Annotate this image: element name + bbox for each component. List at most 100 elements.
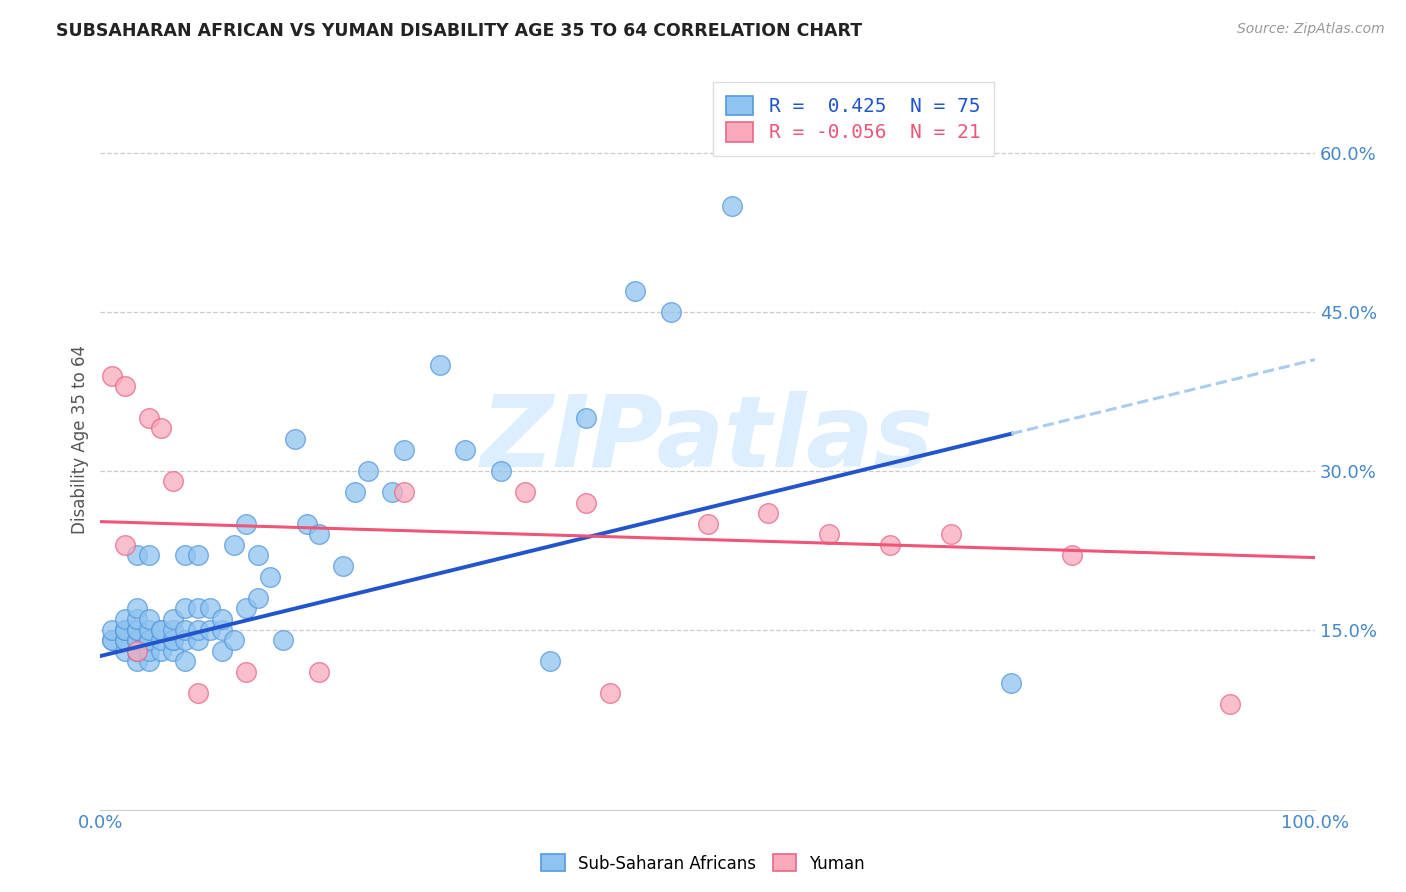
Point <box>150 644 173 658</box>
Point <box>138 612 160 626</box>
Point <box>1219 697 1241 711</box>
Point <box>174 601 197 615</box>
Point <box>162 623 184 637</box>
Point <box>599 686 621 700</box>
Point <box>150 623 173 637</box>
Point <box>295 516 318 531</box>
Point <box>235 601 257 615</box>
Point <box>186 633 208 648</box>
Point <box>101 633 124 648</box>
Point <box>125 549 148 563</box>
Point <box>308 527 330 541</box>
Point <box>162 633 184 648</box>
Point <box>150 633 173 648</box>
Point <box>125 623 148 637</box>
Point <box>138 633 160 648</box>
Point <box>114 379 136 393</box>
Point <box>138 644 160 658</box>
Point <box>284 432 307 446</box>
Point <box>356 464 378 478</box>
Point <box>186 601 208 615</box>
Point <box>247 549 270 563</box>
Point <box>211 623 233 637</box>
Point <box>198 623 221 637</box>
Point <box>308 665 330 679</box>
Text: Source: ZipAtlas.com: Source: ZipAtlas.com <box>1237 22 1385 37</box>
Point <box>138 410 160 425</box>
Point <box>211 612 233 626</box>
Point <box>150 623 173 637</box>
Point <box>222 538 245 552</box>
Point <box>211 644 233 658</box>
Point <box>101 623 124 637</box>
Legend: Sub-Saharan Africans, Yuman: Sub-Saharan Africans, Yuman <box>534 847 872 880</box>
Point <box>332 559 354 574</box>
Point <box>489 464 512 478</box>
Point <box>114 633 136 648</box>
Point <box>125 654 148 668</box>
Point <box>138 549 160 563</box>
Point <box>174 623 197 637</box>
Point <box>125 644 148 658</box>
Point <box>198 601 221 615</box>
Point <box>186 549 208 563</box>
Point <box>381 485 404 500</box>
Point <box>1060 549 1083 563</box>
Point <box>125 633 148 648</box>
Point <box>162 612 184 626</box>
Point <box>392 442 415 457</box>
Point <box>162 633 184 648</box>
Point <box>758 506 780 520</box>
Point <box>138 633 160 648</box>
Point <box>696 516 718 531</box>
Point <box>125 644 148 658</box>
Point <box>247 591 270 605</box>
Point <box>138 654 160 668</box>
Point <box>235 665 257 679</box>
Point <box>150 421 173 435</box>
Point <box>174 654 197 668</box>
Point <box>186 623 208 637</box>
Point <box>575 495 598 509</box>
Text: ZIPatlas: ZIPatlas <box>481 391 934 488</box>
Point <box>138 623 160 637</box>
Point <box>114 623 136 637</box>
Legend: R =  0.425  N = 75, R = -0.056  N = 21: R = 0.425 N = 75, R = -0.056 N = 21 <box>713 82 994 156</box>
Point <box>101 368 124 383</box>
Point <box>222 633 245 648</box>
Point <box>125 623 148 637</box>
Point <box>1000 675 1022 690</box>
Point <box>515 485 537 500</box>
Point <box>879 538 901 552</box>
Text: SUBSAHARAN AFRICAN VS YUMAN DISABILITY AGE 35 TO 64 CORRELATION CHART: SUBSAHARAN AFRICAN VS YUMAN DISABILITY A… <box>56 22 862 40</box>
Point <box>939 527 962 541</box>
Y-axis label: Disability Age 35 to 64: Disability Age 35 to 64 <box>72 344 89 533</box>
Point <box>125 612 148 626</box>
Point <box>114 623 136 637</box>
Point <box>125 633 148 648</box>
Point <box>174 549 197 563</box>
Point <box>125 601 148 615</box>
Point <box>114 612 136 626</box>
Point <box>271 633 294 648</box>
Point <box>659 305 682 319</box>
Point <box>162 475 184 489</box>
Point <box>174 633 197 648</box>
Point <box>575 410 598 425</box>
Point <box>162 644 184 658</box>
Point <box>235 516 257 531</box>
Point <box>101 633 124 648</box>
Point <box>125 644 148 658</box>
Point <box>259 569 281 583</box>
Point <box>721 199 744 213</box>
Point <box>392 485 415 500</box>
Point <box>538 654 561 668</box>
Point <box>114 623 136 637</box>
Point <box>114 538 136 552</box>
Point <box>429 358 451 372</box>
Point <box>344 485 367 500</box>
Point <box>623 284 645 298</box>
Point <box>114 644 136 658</box>
Point <box>186 686 208 700</box>
Point <box>454 442 477 457</box>
